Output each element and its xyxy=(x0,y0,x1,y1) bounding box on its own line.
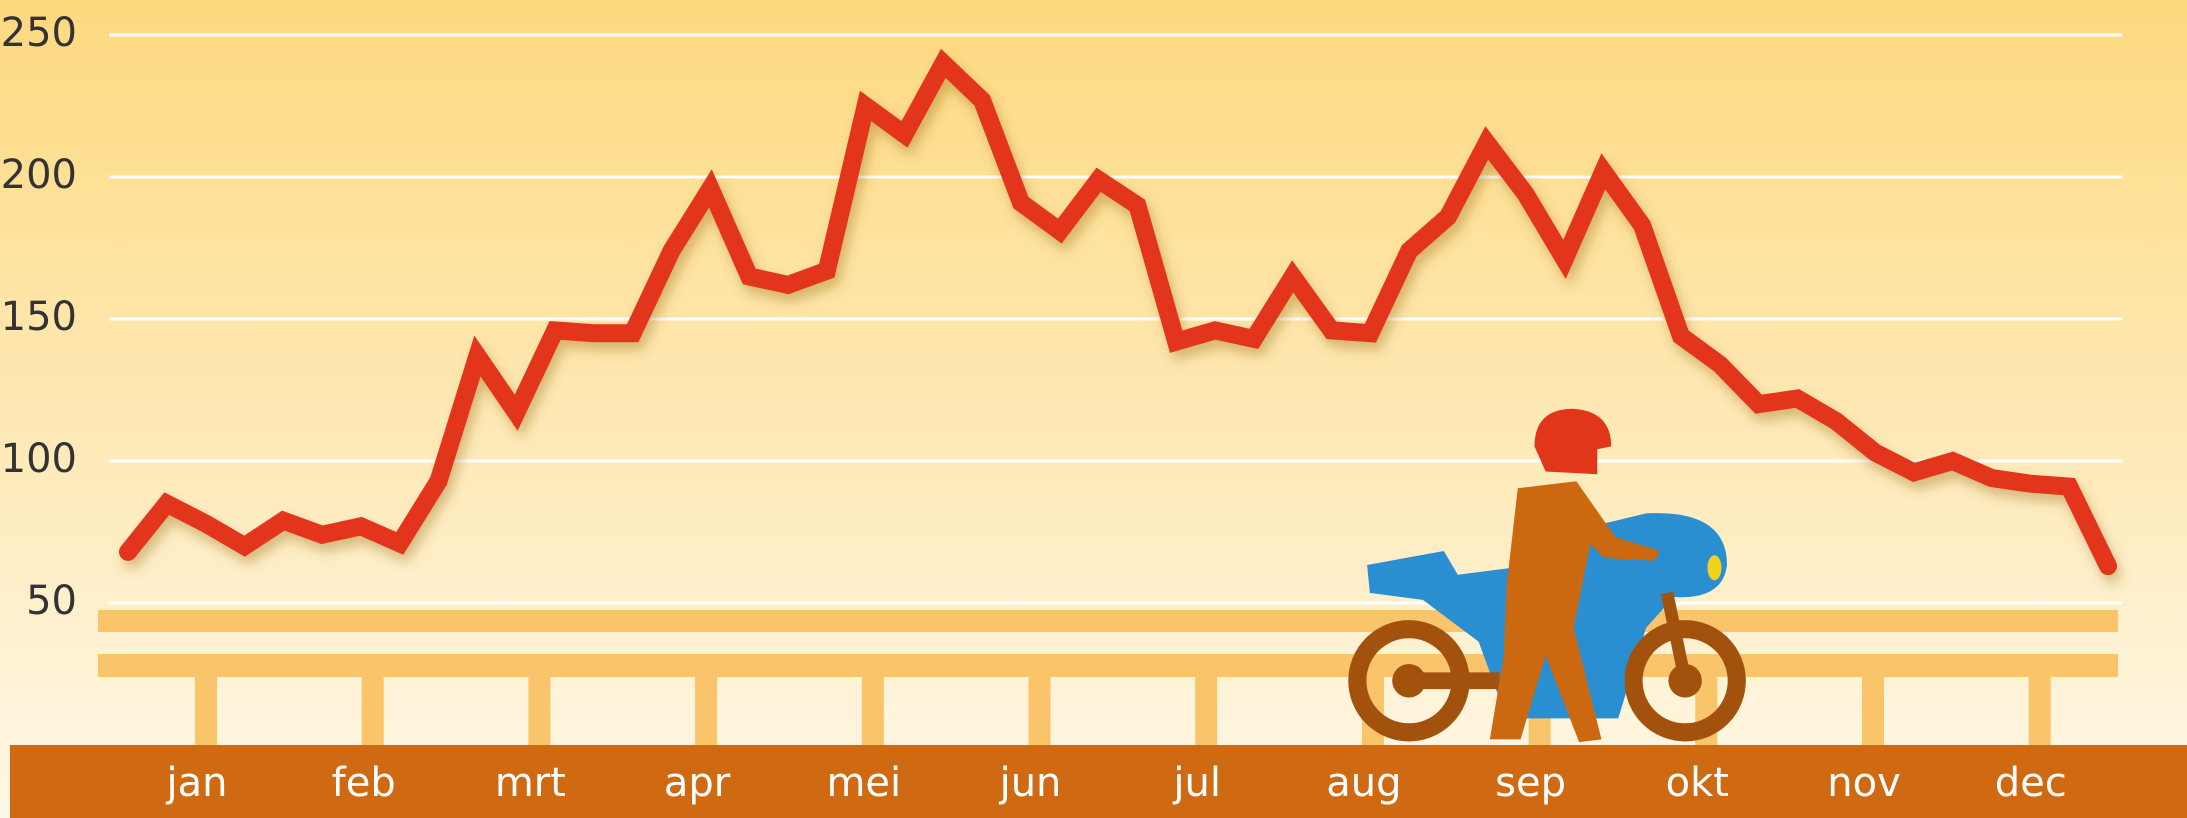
x-tick-label: mrt xyxy=(495,760,566,806)
fence-post xyxy=(361,677,384,745)
x-tick-label: mei xyxy=(826,760,901,806)
motorcycle-icon xyxy=(1348,408,1746,743)
fence-post xyxy=(1195,677,1218,745)
axis-band xyxy=(10,745,2187,818)
x-tick-label: jan xyxy=(166,760,228,806)
y-tick-label: 100 xyxy=(1,436,77,482)
fence-post xyxy=(195,677,217,745)
y-tick-label: 250 xyxy=(1,10,77,56)
fence-post xyxy=(1862,677,1884,745)
x-tick-label: jun xyxy=(999,760,1062,806)
series-layer xyxy=(119,48,2117,576)
x-tick-label: okt xyxy=(1666,760,1729,806)
fence-post xyxy=(695,677,718,745)
x-tick-label: jul xyxy=(1172,760,1221,806)
fence-post xyxy=(2028,677,2051,745)
y-tick-label: 150 xyxy=(1,294,77,340)
fence-beam xyxy=(98,654,2118,677)
x-tick-label: apr xyxy=(664,760,731,806)
x-tick-label: dec xyxy=(1995,760,2067,806)
fence-beam xyxy=(98,610,2118,632)
x-tick-label: aug xyxy=(1326,760,1401,806)
fence-post xyxy=(861,677,884,745)
fence-post xyxy=(528,677,551,745)
y-tick-label: 50 xyxy=(26,578,77,624)
line xyxy=(119,48,2117,576)
fence-post xyxy=(1028,677,1051,745)
x-tick-label: sep xyxy=(1495,760,1566,806)
y-tick-label: 200 xyxy=(1,152,77,198)
x-tick-label: feb xyxy=(332,760,396,806)
x-tick-label: nov xyxy=(1827,760,1901,806)
